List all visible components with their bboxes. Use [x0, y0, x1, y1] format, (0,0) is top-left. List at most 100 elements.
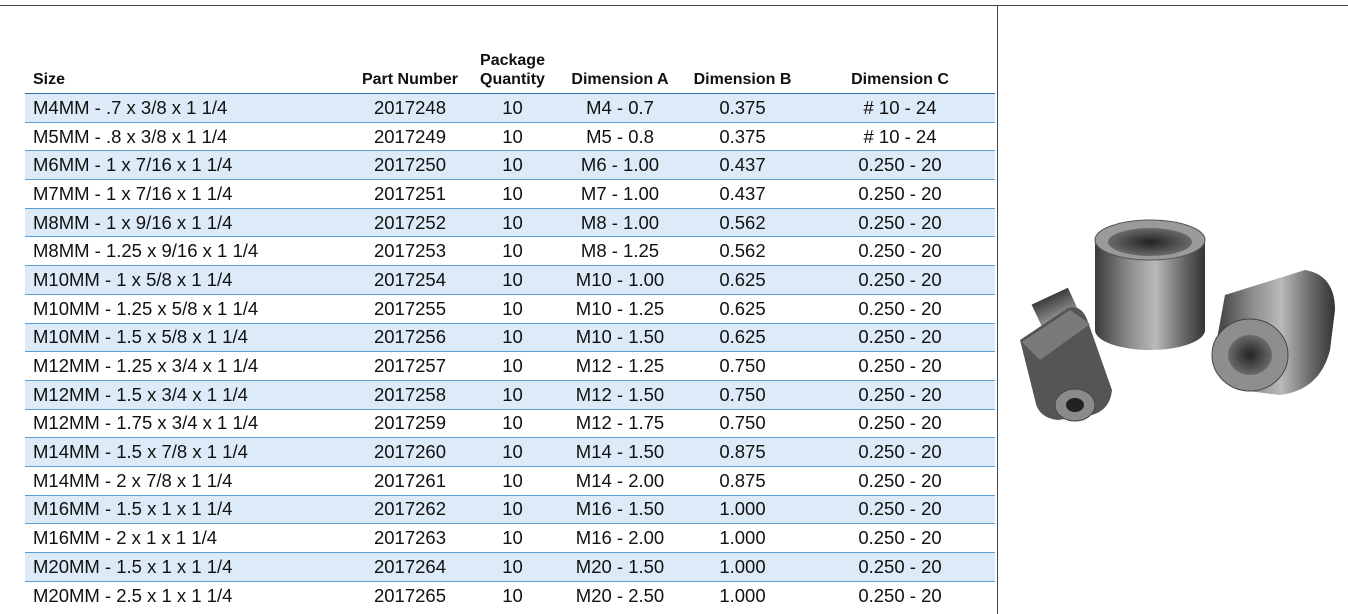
table-cell: M14MM - 1.5 x 7/8 x 1 1/4	[25, 438, 355, 467]
table-cell: 0.375	[680, 122, 805, 151]
table-cell: 0.250 - 20	[805, 524, 995, 553]
table-cell: 2017249	[355, 122, 465, 151]
table-cell: M14 - 2.00	[560, 466, 680, 495]
column-header: Dimension B	[680, 32, 805, 94]
table-row: M16MM - 1.5 x 1 x 1 1/4201726210M16 - 1.…	[25, 495, 995, 524]
table-cell: 10	[465, 180, 560, 209]
table-cell: 2017255	[355, 294, 465, 323]
table-cell: 0.875	[680, 466, 805, 495]
table-cell: M12MM - 1.75 x 3/4 x 1 1/4	[25, 409, 355, 438]
table-cell: 0.875	[680, 438, 805, 467]
table-cell: 0.250 - 20	[805, 409, 995, 438]
table-cell: 0.625	[680, 323, 805, 352]
table-cell: M20 - 2.50	[560, 581, 680, 609]
table-cell: 10	[465, 237, 560, 266]
table-cell: 0.250 - 20	[805, 208, 995, 237]
page: SizePart NumberPackage QuantityDimension…	[0, 0, 1348, 613]
table-cell: 0.250 - 20	[805, 380, 995, 409]
table-cell: # 10 - 24	[805, 94, 995, 123]
table-cell: 2017256	[355, 323, 465, 352]
table-row: M10MM - 1.25 x 5/8 x 1 1/4201725510M10 -…	[25, 294, 995, 323]
column-header: Package Quantity	[465, 32, 560, 94]
column-header: Dimension A	[560, 32, 680, 94]
table-cell: 0.625	[680, 266, 805, 295]
table-cell: M14MM - 2 x 7/8 x 1 1/4	[25, 466, 355, 495]
table-cell: M8 - 1.00	[560, 208, 680, 237]
table-cell: 0.250 - 20	[805, 553, 995, 582]
table-cell: 2017252	[355, 208, 465, 237]
table-cell: 0.750	[680, 380, 805, 409]
table-cell: 2017257	[355, 352, 465, 381]
table-cell: 0.750	[680, 409, 805, 438]
table-cell: M10 - 1.50	[560, 323, 680, 352]
table-cell: M10MM - 1.5 x 5/8 x 1 1/4	[25, 323, 355, 352]
table-cell: 2017253	[355, 237, 465, 266]
table-cell: M12 - 1.50	[560, 380, 680, 409]
table-cell: M8MM - 1 x 9/16 x 1 1/4	[25, 208, 355, 237]
column-header: Size	[25, 32, 355, 94]
table-cell: 2017261	[355, 466, 465, 495]
table-cell: M12MM - 1.25 x 3/4 x 1 1/4	[25, 352, 355, 381]
table-cell: M20 - 1.50	[560, 553, 680, 582]
table-cell: M4MM - .7 x 3/8 x 1 1/4	[25, 94, 355, 123]
table-cell: 0.562	[680, 208, 805, 237]
table-cell: 0.250 - 20	[805, 294, 995, 323]
table-cell: M20MM - 2.5 x 1 x 1 1/4	[25, 581, 355, 609]
table-cell: 10	[465, 151, 560, 180]
table-cell: 10	[465, 524, 560, 553]
table-cell: M7MM - 1 x 7/16 x 1 1/4	[25, 180, 355, 209]
table-cell: M8MM - 1.25 x 9/16 x 1 1/4	[25, 237, 355, 266]
table-cell: M10 - 1.25	[560, 294, 680, 323]
table-cell: 1.000	[680, 524, 805, 553]
table-cell: 10	[465, 466, 560, 495]
table-cell: 10	[465, 409, 560, 438]
table-cell: 0.250 - 20	[805, 352, 995, 381]
table-cell: 0.375	[680, 94, 805, 123]
table-row: M10MM - 1 x 5/8 x 1 1/4201725410M10 - 1.…	[25, 266, 995, 295]
table-cell: 10	[465, 208, 560, 237]
table-cell: 10	[465, 352, 560, 381]
table-cell: M12 - 1.25	[560, 352, 680, 381]
table-cell: M12MM - 1.5 x 3/4 x 1 1/4	[25, 380, 355, 409]
table-cell: 10	[465, 122, 560, 151]
table-cell: 0.250 - 20	[805, 495, 995, 524]
table-cell: 2017264	[355, 553, 465, 582]
table-cell: M5 - 0.8	[560, 122, 680, 151]
table-cell: M20MM - 1.5 x 1 x 1 1/4	[25, 553, 355, 582]
column-header: Dimension C	[805, 32, 995, 94]
table-cell: 0.562	[680, 237, 805, 266]
table-cell: 0.250 - 20	[805, 581, 995, 609]
table-cell: 2017265	[355, 581, 465, 609]
table-cell: 2017262	[355, 495, 465, 524]
table-cell: 2017250	[355, 151, 465, 180]
table-cell: 0.625	[680, 294, 805, 323]
table-cell: 0.250 - 20	[805, 237, 995, 266]
frame-line	[997, 5, 1348, 6]
table-cell: M7 - 1.00	[560, 180, 680, 209]
table-cell: 1.000	[680, 553, 805, 582]
table-row: M6MM - 1 x 7/16 x 1 1/4201725010M6 - 1.0…	[25, 151, 995, 180]
table-cell: M6 - 1.00	[560, 151, 680, 180]
table-cell: M16MM - 1.5 x 1 x 1 1/4	[25, 495, 355, 524]
table-cell: M5MM - .8 x 3/8 x 1 1/4	[25, 122, 355, 151]
table-cell: 10	[465, 380, 560, 409]
table-cell: 1.000	[680, 495, 805, 524]
table-cell: 10	[465, 581, 560, 609]
table-cell: 0.250 - 20	[805, 266, 995, 295]
column-header: Part Number	[355, 32, 465, 94]
table-cell: 0.250 - 20	[805, 466, 995, 495]
table-cell: M8 - 1.25	[560, 237, 680, 266]
table-cell: M16 - 1.50	[560, 495, 680, 524]
table-cell: 10	[465, 323, 560, 352]
table-cell: M4 - 0.7	[560, 94, 680, 123]
table-cell: M14 - 1.50	[560, 438, 680, 467]
